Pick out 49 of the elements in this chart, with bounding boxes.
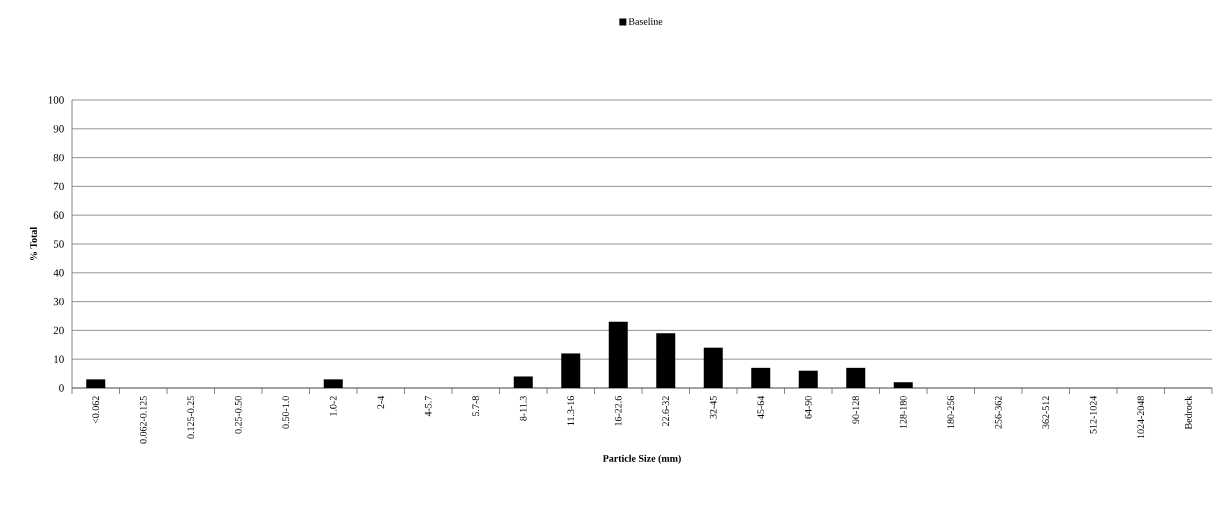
y-tick-label: 80: [53, 153, 64, 162]
x-tick-label: 0.50-1.0: [282, 396, 290, 429]
x-tick-label: 0.125-0.25: [187, 396, 195, 439]
bar: [798, 370, 818, 388]
y-tick-label: 70: [53, 182, 64, 191]
x-tick-label: 2-4: [377, 395, 385, 409]
x-tick-label: Bedrock: [1184, 395, 1192, 430]
y-tick-label: 50: [53, 240, 64, 248]
x-tick-label: 1024-2048: [1137, 396, 1145, 439]
bar: [893, 382, 913, 388]
x-tick-label: 4-5.7: [424, 396, 432, 417]
x-axis-title: Particle Size (mm): [602, 454, 681, 464]
bar: [513, 376, 533, 388]
bar: [323, 379, 343, 388]
x-tick-label: 22.6-32: [662, 396, 670, 427]
y-tick-label: 100: [48, 96, 64, 104]
x-tick-label: 0.062-0.125: [139, 396, 147, 444]
bar: [561, 353, 581, 388]
x-tick-label: 180-256: [947, 396, 955, 429]
x-tick-label: 45-64: [757, 395, 765, 419]
y-tick-label: 20: [53, 326, 64, 335]
y-tick-label: 0: [59, 384, 64, 392]
x-tick-label: 256-362: [994, 396, 1002, 429]
x-tick-label: 64-90: [804, 396, 812, 419]
bar: [751, 367, 771, 388]
x-tick-label: 16-22.6: [614, 396, 622, 426]
y-tick-label: 10: [54, 355, 64, 363]
y-tick-label: 40: [53, 269, 64, 277]
x-tick-label: 512-1024: [1089, 395, 1097, 434]
x-tick-label: 11.3-16: [567, 396, 575, 426]
bar: [703, 347, 723, 388]
bar: [86, 379, 106, 388]
x-tick-label: 1.0-2: [329, 396, 337, 416]
x-tick-label: 0.25-0.50: [234, 396, 242, 434]
x-tick-label: 8-11.3: [519, 396, 527, 421]
x-tick-label: 362-512: [1042, 396, 1050, 429]
y-tick-label: 90: [53, 125, 64, 133]
legend-label: Baseline: [628, 17, 663, 25]
x-tick-label: <0.062: [92, 396, 100, 424]
x-tick-label: 90-128: [852, 396, 860, 424]
y-tick-label: 30: [53, 297, 64, 306]
x-tick-label: 32-45: [709, 396, 717, 419]
y-tick-label: 60: [53, 211, 64, 219]
x-tick-label: 128-180: [899, 396, 907, 429]
bar: [846, 367, 866, 388]
bar: [608, 321, 628, 388]
y-axis-title: % Total: [29, 227, 37, 261]
x-tick-label: 5.7-8: [472, 396, 480, 416]
bar: [656, 333, 676, 388]
